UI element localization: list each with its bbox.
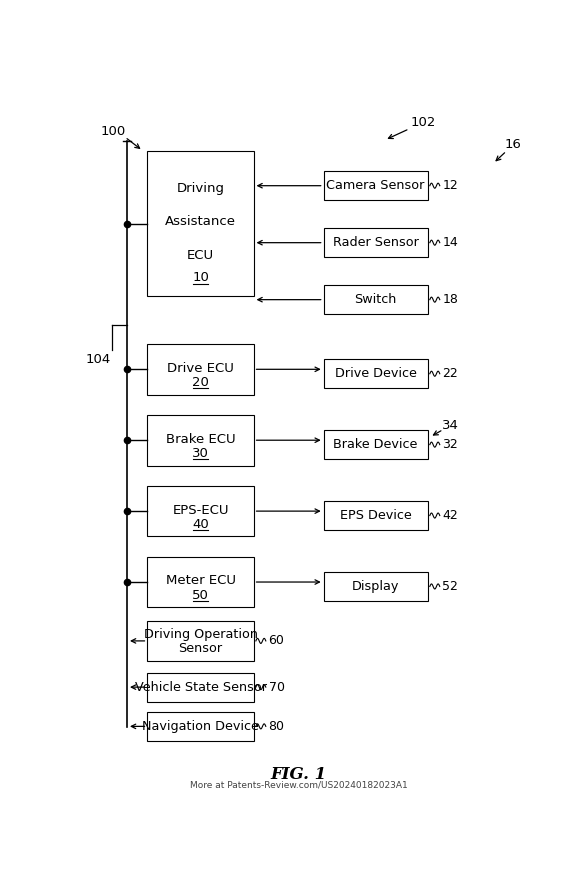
Text: EPS Device: EPS Device	[340, 509, 412, 522]
Text: 34: 34	[442, 419, 459, 432]
Text: Driving: Driving	[177, 182, 224, 194]
Bar	[324, 359, 427, 388]
Text: Rader Sensor: Rader Sensor	[333, 236, 419, 250]
Bar	[147, 622, 254, 661]
Text: 40: 40	[192, 518, 209, 531]
Text: 100: 100	[101, 125, 126, 139]
Bar	[324, 285, 427, 314]
Text: Switch: Switch	[354, 293, 397, 306]
Text: Vehicle State Sensor: Vehicle State Sensor	[135, 680, 266, 694]
Text: 14: 14	[442, 236, 458, 250]
Text: Brake ECU: Brake ECU	[166, 432, 236, 446]
Text: 20: 20	[192, 376, 209, 389]
Text: Brake Device: Brake Device	[333, 438, 418, 451]
Bar	[147, 486, 254, 536]
Bar	[147, 415, 254, 465]
Text: Camera Sensor: Camera Sensor	[326, 179, 425, 192]
Bar	[147, 344, 254, 394]
Text: 42: 42	[442, 509, 458, 522]
Bar	[147, 712, 254, 741]
Text: 10: 10	[192, 272, 209, 284]
Text: 12: 12	[442, 179, 458, 192]
Text: 30: 30	[192, 447, 209, 460]
Text: EPS-ECU: EPS-ECU	[172, 503, 229, 517]
Text: ECU: ECU	[187, 250, 214, 262]
Bar	[324, 572, 427, 601]
Bar	[324, 501, 427, 530]
Text: 60: 60	[269, 634, 285, 647]
Bar	[147, 557, 254, 607]
Text: Meter ECU: Meter ECU	[166, 575, 236, 588]
Text: 18: 18	[442, 293, 458, 306]
Text: Assistance: Assistance	[165, 216, 236, 228]
Bar	[324, 430, 427, 459]
Text: 16: 16	[505, 138, 522, 151]
Text: Navigation Device: Navigation Device	[142, 720, 259, 733]
Bar	[324, 228, 427, 258]
Text: 70: 70	[269, 680, 285, 694]
Bar	[324, 171, 427, 201]
Text: Sensor: Sensor	[178, 642, 223, 655]
Text: 52: 52	[442, 580, 458, 593]
Text: 22: 22	[442, 368, 458, 380]
Text: FIG. 1: FIG. 1	[271, 766, 327, 783]
Text: More at Patents-Review.com/US20240182023A1: More at Patents-Review.com/US20240182023…	[190, 781, 408, 789]
Text: Drive Device: Drive Device	[335, 368, 416, 380]
Bar	[147, 151, 254, 297]
Text: 50: 50	[192, 589, 209, 602]
Text: 102: 102	[410, 116, 436, 129]
Text: 104: 104	[85, 353, 110, 367]
Bar	[147, 672, 254, 702]
Text: Display: Display	[352, 580, 399, 593]
Text: 80: 80	[269, 720, 285, 733]
Text: Driving Operation: Driving Operation	[143, 628, 258, 641]
Text: Drive ECU: Drive ECU	[167, 361, 234, 375]
Text: 32: 32	[442, 438, 458, 451]
